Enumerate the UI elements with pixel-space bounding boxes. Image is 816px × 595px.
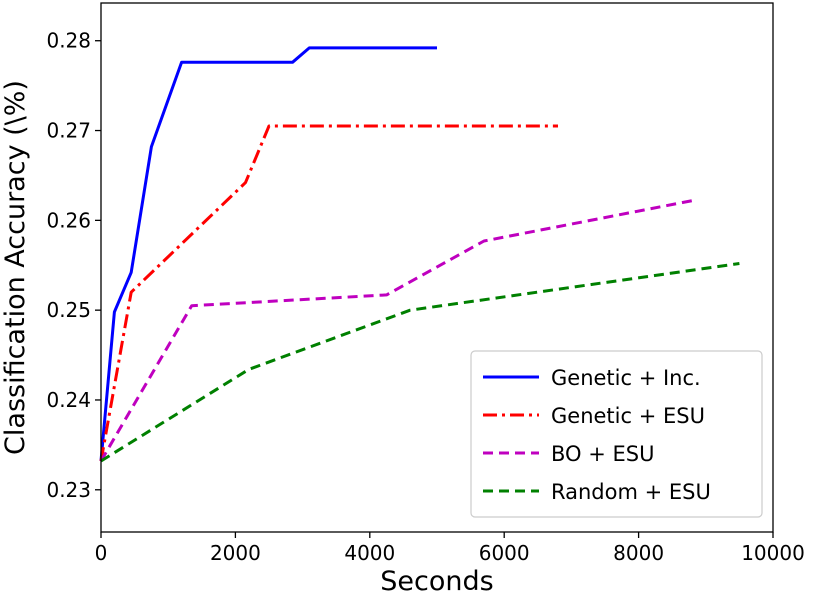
legend-box — [470, 350, 763, 518]
y-axis-title: Classification Accuracy (\%) — [0, 80, 31, 455]
x-tick-label: 10000 — [741, 541, 805, 565]
legend-label: Genetic + Inc. — [551, 366, 701, 390]
x-tick-label: 2000 — [210, 541, 261, 565]
x-axis-title: Seconds — [380, 566, 493, 595]
y-tick-label: 0.24 — [46, 388, 91, 412]
y-axis: 0.23 0.24 0.25 0.26 0.27 0.28 — [46, 29, 101, 502]
x-tick-label: 8000 — [613, 541, 664, 565]
series-line-1 — [99, 46, 437, 462]
series-line-3 — [99, 199, 693, 462]
y-tick-label: 0.26 — [46, 208, 91, 232]
legend-label: Genetic + ESU — [551, 404, 705, 428]
x-tick-label: 6000 — [479, 541, 530, 565]
legend-label: BO + ESU — [551, 442, 654, 466]
series-line-4 — [100, 262, 740, 463]
series-line-2 — [99, 124, 558, 462]
series-layer — [99, 46, 740, 463]
y-tick-label: 0.23 — [46, 478, 91, 502]
legend-label: Random + ESU — [551, 480, 711, 504]
plot-frame — [100, 2, 774, 533]
legend: Genetic + Inc. Genetic + ESU BO + ESU Rando… — [470, 350, 763, 518]
x-tick-label: 0 — [95, 541, 108, 565]
y-tick-label: 0.27 — [46, 119, 91, 143]
y-tick-label: 0.25 — [46, 298, 91, 322]
x-axis: 0 2000 4000 6000 8000 10000 — [95, 532, 805, 565]
y-tick-label: 0.28 — [46, 29, 91, 53]
x-tick-label: 4000 — [344, 541, 395, 565]
